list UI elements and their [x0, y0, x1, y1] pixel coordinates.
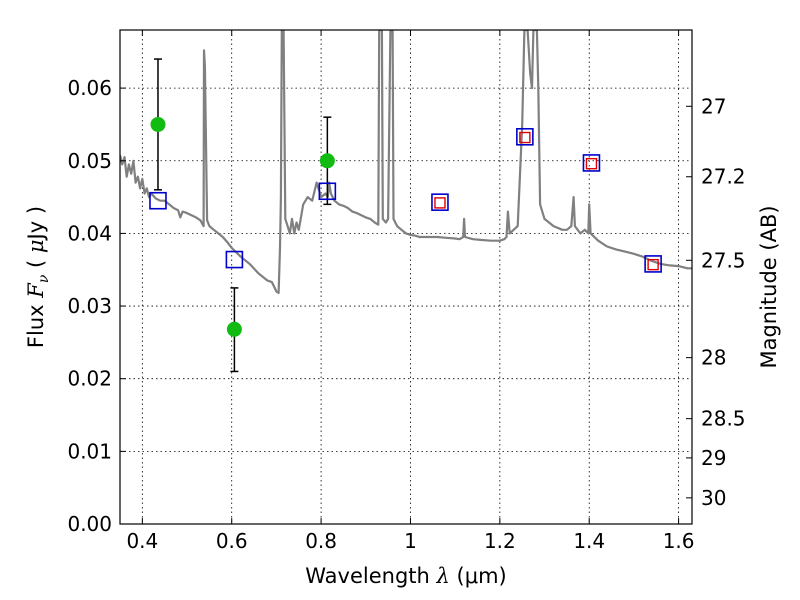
y-tick-label: 0.01	[67, 439, 112, 463]
y-axis-title: Flux Fν ( μJy )	[24, 206, 52, 348]
model-flux-square-inner	[519, 131, 531, 144]
y-tick-label: 0.06	[67, 76, 112, 100]
mag-tick-label: 27	[701, 94, 726, 118]
model-flux-square	[431, 193, 449, 211]
axis-ticks: 0.4 0.6 0.8 1 1.2 1.4 1.6 0.00 0.01 0.02 0.03 0.04 0…	[67, 30, 746, 553]
y-tick-label: 0.02	[67, 367, 112, 391]
model-flux-square	[516, 127, 534, 146]
x-tick-label: 0.6	[216, 529, 248, 553]
mag-tick-label: 29	[701, 446, 726, 470]
y-tick-label: 0.00	[67, 512, 112, 536]
mag-tick-label: 28	[701, 346, 726, 370]
photometry-markers	[149, 58, 662, 373]
x-axis-title-unit: μm	[465, 564, 499, 588]
y-axis-title-mu: μ	[24, 239, 48, 253]
right-axis-title: Magnitude (AB)	[757, 205, 781, 368]
spectrum-line	[120, 30, 692, 295]
model-flux-square	[644, 255, 662, 273]
mag-tick-label: 27.5	[701, 248, 746, 272]
model-flux-square	[149, 191, 167, 210]
mag-tick-label: 30	[701, 486, 726, 510]
x-axis-title-symbol: λ	[436, 564, 450, 588]
observed-flux-point	[226, 321, 242, 337]
x-tick-label: 1.6	[663, 529, 695, 553]
y-axis-title-subscript: ν	[36, 274, 52, 283]
y-axis-title-symbol: F	[24, 282, 48, 299]
x-tick-label: 1.4	[573, 529, 605, 553]
x-axis-title-text: Wavelength	[305, 564, 430, 588]
model-spectrum	[120, 30, 692, 295]
y-tick-label: 0.04	[67, 221, 112, 245]
y-axis-title-unit: Jy	[24, 221, 48, 242]
model-flux-square	[225, 250, 244, 269]
model-flux-square	[318, 182, 337, 201]
model-flux-square-inner	[647, 258, 659, 271]
y-tick-label: 0.03	[67, 294, 112, 318]
mag-tick-label: 28.5	[701, 407, 746, 431]
plot-frame	[119, 29, 693, 525]
observed-flux-point	[319, 153, 335, 169]
model-flux-square-inner	[434, 197, 446, 209]
mag-tick-label: 27.2	[701, 165, 746, 189]
y-tick-label: 0.05	[67, 149, 112, 173]
x-tick-label: 1	[404, 529, 417, 553]
x-tick-label: 0.8	[305, 529, 337, 553]
model-flux-square-inner	[585, 157, 598, 170]
model-flux-square	[582, 154, 601, 172]
x-tick-label: 0.4	[126, 529, 158, 553]
observed-flux-point	[150, 116, 166, 132]
y-axis-title-text: Flux	[24, 304, 48, 348]
x-axis-title: Wavelength λ (μm)	[305, 564, 506, 588]
x-tick-label: 1.2	[484, 529, 516, 553]
